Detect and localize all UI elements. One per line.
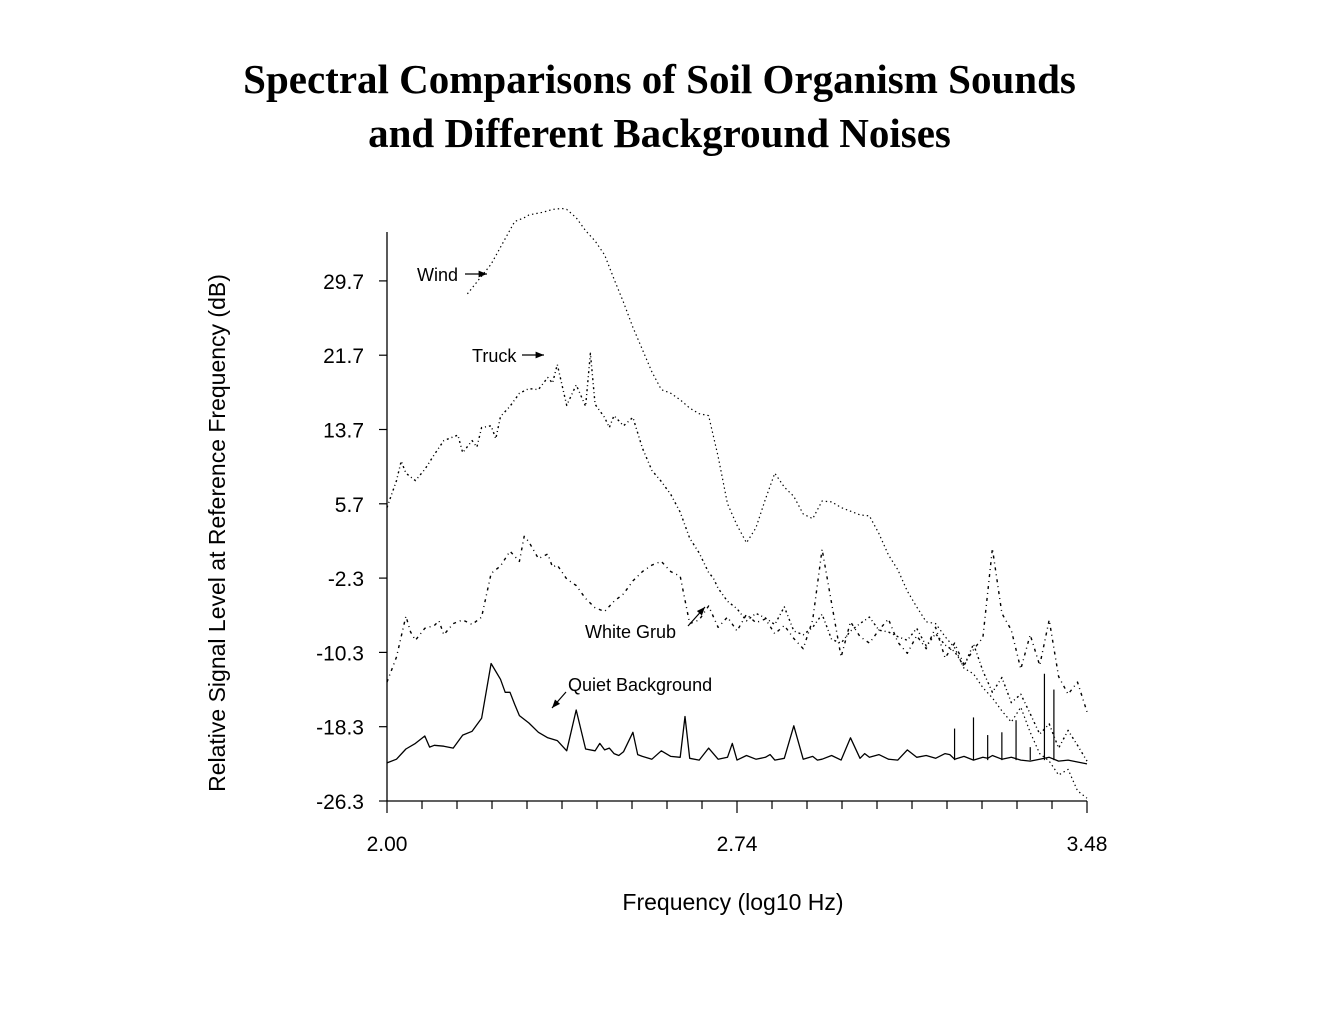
y-tick-label: -26.3	[316, 791, 364, 814]
series-line-wind	[466, 207, 1088, 799]
annotation-wind-label: Wind	[417, 265, 458, 285]
annotation-white-grub-arrow	[687, 606, 706, 627]
y-tick-label: -10.3	[316, 642, 364, 665]
x-tick-label: 3.48	[1067, 833, 1108, 856]
y-tick-label: -2.3	[328, 568, 364, 591]
x-tick-label: 2.74	[717, 833, 758, 856]
y-tick-label: 29.7	[323, 271, 364, 294]
x-tick-label: 2.00	[367, 833, 408, 856]
annotation-quiet-background-arrow	[551, 691, 567, 709]
annotation-white-grub-label: White Grub	[585, 622, 676, 642]
x-axis-label: Frequency (log10 Hz)	[622, 889, 843, 915]
y-tick-label: 13.7	[323, 420, 364, 443]
annotation-quiet-background-label: Quiet Background	[568, 675, 712, 695]
axes: -26.3 -18.3 -10.3 -2.3 5.7 13.7 21.7 29.7 2.00 2.…	[316, 232, 1107, 856]
y-tick-label: 5.7	[335, 494, 364, 517]
annotations: Wind Truck White Grub Quiet Background	[417, 265, 712, 709]
chart-title: Spectral Comparisons of Soil Organism So…	[0, 52, 1319, 160]
y-tick-label: -18.3	[316, 717, 364, 740]
chart-title-line-2: and Different Background Noises	[368, 110, 951, 156]
series-line-truck	[386, 352, 1088, 762]
y-tick-label: 21.7	[323, 345, 364, 368]
series-line-white-grub	[386, 535, 1088, 713]
y-axis-label: Relative Signal Level at Reference Frequ…	[204, 274, 230, 792]
annotation-truck-label: Truck	[472, 346, 517, 366]
series-group	[386, 207, 1088, 799]
chart-title-line-1: Spectral Comparisons of Soil Organism So…	[243, 56, 1076, 102]
series-line-quiet-background	[386, 662, 1088, 765]
